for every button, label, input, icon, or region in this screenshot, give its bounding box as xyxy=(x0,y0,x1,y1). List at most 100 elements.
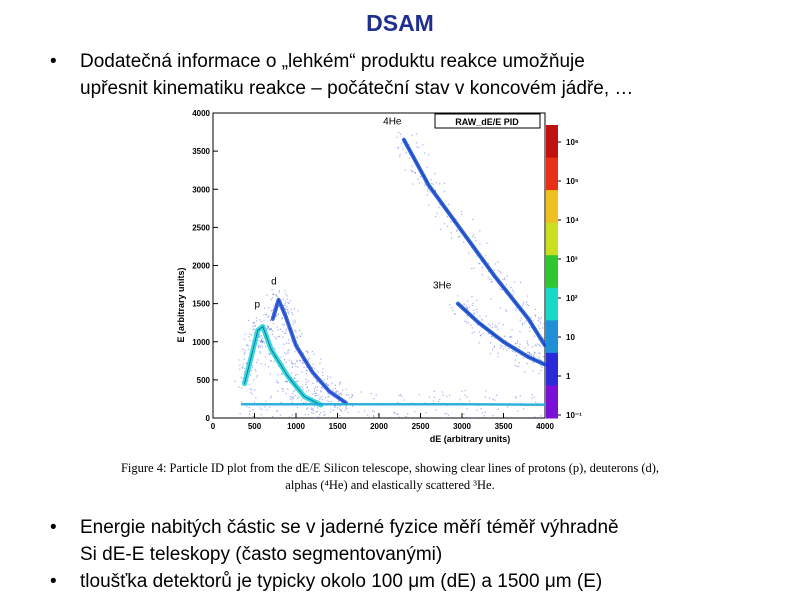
scatter-point xyxy=(534,352,536,354)
scatter-point xyxy=(313,353,315,355)
scatter-point xyxy=(281,372,283,374)
scatter-point xyxy=(539,352,541,354)
scatter-point xyxy=(446,225,449,227)
scatter-point xyxy=(514,364,516,366)
particle-id-chart: 0 500 1000 1500 2000 2500 3000 3500 4000 0 500 1000… xyxy=(176,109,582,444)
scatter-point xyxy=(479,263,481,265)
scatter-point xyxy=(399,394,402,396)
scatter-point xyxy=(249,333,251,335)
scatter-point xyxy=(283,305,285,307)
scatter-point xyxy=(260,321,262,323)
scatter-point xyxy=(291,311,293,314)
scatter-point xyxy=(527,295,529,297)
scatter-point xyxy=(528,351,531,354)
scatter-point xyxy=(256,320,258,322)
scatter-point xyxy=(266,325,269,327)
colorbar-tick-label: 10³ xyxy=(566,255,578,264)
scatter-point xyxy=(286,306,288,308)
scatter-point xyxy=(503,277,506,279)
scatter-point xyxy=(242,366,244,368)
scatter-point xyxy=(443,417,446,419)
scatter-point xyxy=(519,343,521,345)
scatter-point xyxy=(288,416,291,418)
bullet-telescopes: • Energie nabitých částic se v jaderné f… xyxy=(50,514,770,570)
scatter-point xyxy=(339,381,342,383)
scatter-point xyxy=(397,413,399,415)
scatter-point xyxy=(270,310,272,312)
scatter-point xyxy=(267,325,270,328)
scatter-point xyxy=(476,299,478,301)
scatter-point xyxy=(305,391,308,393)
scatter-point xyxy=(502,278,504,280)
scatter-point xyxy=(317,371,319,373)
scatter-point xyxy=(303,366,305,368)
scatter-point xyxy=(248,413,251,415)
scatter-point xyxy=(308,389,310,392)
scatter-point xyxy=(286,380,289,383)
scatter-point xyxy=(282,323,284,326)
scatter-point xyxy=(249,374,252,376)
scatter-point xyxy=(450,220,452,223)
scatter-point xyxy=(438,207,440,209)
scatter-point xyxy=(345,407,347,409)
scatter-point xyxy=(305,401,307,403)
y-tick-label: 0 xyxy=(206,414,211,423)
scatter-point xyxy=(270,328,272,330)
scatter-point xyxy=(351,394,354,397)
scatter-point xyxy=(472,305,474,307)
scatter-point xyxy=(338,383,341,385)
scatter-point xyxy=(291,360,293,362)
scatter-point xyxy=(526,342,528,344)
scatter-point xyxy=(275,338,277,340)
scatter-point xyxy=(535,315,537,317)
scatter-point xyxy=(288,359,290,361)
scatter-point xyxy=(289,396,292,398)
scatter-point xyxy=(292,314,294,316)
scatter-point xyxy=(458,236,461,238)
scatter-point xyxy=(254,324,256,326)
scatter-point xyxy=(505,284,508,286)
scatter-point xyxy=(297,343,299,346)
scatter-point xyxy=(476,308,478,311)
colorbar-tick-label: 10 xyxy=(566,333,575,342)
scatter-point xyxy=(460,211,463,213)
scatter-point xyxy=(314,417,316,419)
scatter-point xyxy=(287,352,289,354)
scatter-point xyxy=(499,344,502,347)
plot-frame xyxy=(212,112,546,419)
scatter-point xyxy=(294,321,296,323)
scatter-point xyxy=(494,263,496,265)
scatter-point xyxy=(434,173,436,175)
scatter-point xyxy=(282,331,284,333)
scatter-point xyxy=(401,142,403,144)
scatter-point xyxy=(519,281,522,284)
scatter-point xyxy=(447,414,450,416)
scatter-point xyxy=(506,349,508,351)
scatter-point xyxy=(251,393,253,395)
scatter-point xyxy=(470,324,472,326)
scatter-point xyxy=(315,386,317,388)
scatter-point xyxy=(516,365,518,367)
scatter-point xyxy=(259,319,261,321)
scatter-point xyxy=(306,408,308,410)
scatter-point xyxy=(254,368,256,371)
scatter-point xyxy=(487,271,490,273)
scatter-point xyxy=(471,327,473,329)
scatter-point xyxy=(414,411,416,413)
scatter-point xyxy=(476,311,478,313)
scatter-point xyxy=(542,338,545,340)
scatter-point xyxy=(253,379,255,381)
scatter-point xyxy=(314,367,316,369)
colorbar-tick-label: 10² xyxy=(566,294,578,303)
scatter-point xyxy=(263,342,265,344)
scatter-point xyxy=(471,417,474,419)
scatter-point xyxy=(410,169,412,171)
scatter-point xyxy=(284,304,286,306)
x-tick-label: 1500 xyxy=(329,422,347,431)
x-axis-label: dE (arbitrary units) xyxy=(430,434,511,444)
scatter-point xyxy=(255,370,257,372)
scatter-point xyxy=(501,288,503,291)
scatter-point xyxy=(248,348,250,351)
scatter-point xyxy=(279,328,282,330)
y-tick-label: 1000 xyxy=(192,338,210,347)
